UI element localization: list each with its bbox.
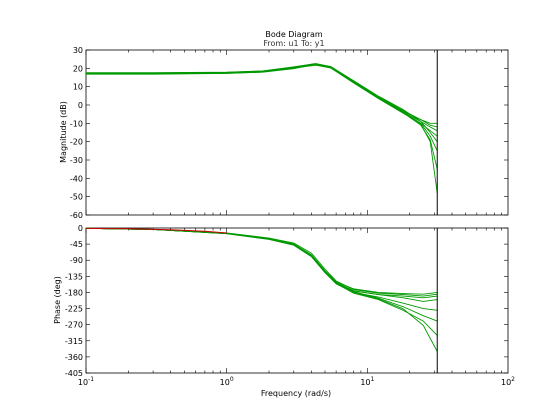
phase-lines [85,227,438,352]
y-tick-label: -270 [65,321,83,330]
y-tick-label: 30 [73,46,83,55]
y-tick-label: -360 [65,353,83,362]
phase-nominal-line [85,227,227,234]
x-axis-label: Frequency (rad/s) [261,389,331,398]
y-tick-label: -20 [70,138,83,147]
magnitude-y-ticks: 30 20 10 0 -10 -20 -30 -40 -50 -60 [70,46,508,220]
magnitude-plot-area [85,49,509,216]
y-tick-label: 10 [73,83,83,92]
y-tick-label: 0 [78,101,83,110]
magnitude-lines [86,63,438,194]
y-tick-label: 0 [78,224,83,233]
y-tick-label: -225 [65,305,83,314]
phase-y-label: Phase (deg) [53,276,62,324]
magnitude-series-line [86,63,438,142]
x-tick-label: 102 [501,376,515,387]
phase-panel: 0 -45 -90 -135 -180 -225 -270 -315 -360 -405 Phas… [53,224,509,378]
y-tick-label: -45 [70,240,83,249]
y-tick-label: -50 [70,193,83,202]
chart-subtitle: From: u1 To: y1 [263,39,324,48]
chart-title: Bode Diagram [265,30,322,39]
y-tick-label: -10 [70,119,83,128]
y-tick-label: -135 [65,272,83,281]
phase-series-line [85,227,438,352]
x-tick-label: 10-1 [78,376,94,387]
y-tick-label: -90 [70,256,83,265]
phase-x-ticks [85,228,502,373]
x-tick-label: 100 [220,376,234,387]
y-tick-label: -30 [70,156,83,165]
y-tick-label: -60 [70,211,83,220]
phase-y-ticks: 0 -45 -90 -135 -180 -225 -270 -315 -360 -405 [65,224,508,378]
phase-plot-area [85,227,509,374]
magnitude-panel: 30 20 10 0 -10 -20 -30 -40 -50 -60 Magnitude (dB) [59,46,509,220]
x-tick-labels: 10-1 100 101 102 [78,376,515,387]
y-tick-label: -315 [65,337,83,346]
magnitude-y-label: Magnitude (dB) [59,101,68,163]
magnitude-series-line [86,64,438,170]
magnitude-x-ticks [85,50,502,215]
y-tick-label: 20 [73,64,83,73]
y-tick-label: -405 [65,369,83,378]
y-tick-label: -180 [65,288,83,297]
y-tick-label: -40 [70,174,83,183]
x-tick-label: 101 [360,376,374,387]
